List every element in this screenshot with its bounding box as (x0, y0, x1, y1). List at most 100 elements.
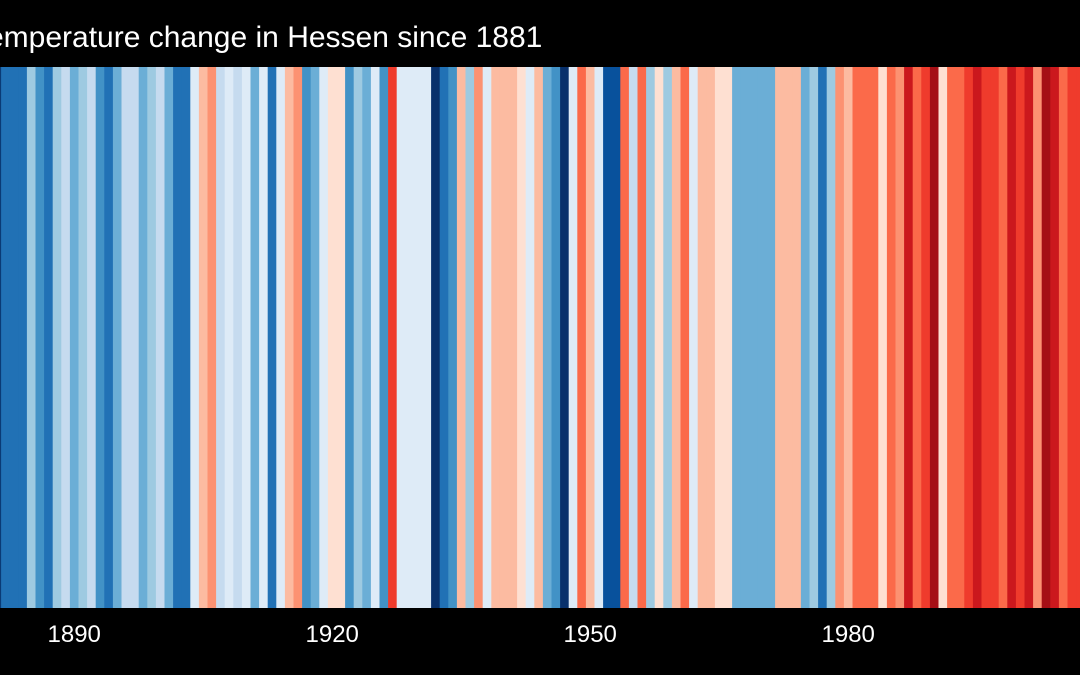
stripe-1888 (52, 67, 62, 608)
stripe-1906 (207, 67, 217, 608)
stripe-1914 (276, 67, 286, 608)
stripe-2000 (1015, 67, 1026, 608)
stripe-1955 (628, 67, 639, 608)
stripe-1926 (379, 67, 389, 608)
stripe-1923 (353, 67, 363, 608)
stripe-1988 (912, 67, 922, 608)
stripe-1916 (293, 67, 303, 608)
stripe-1934 (448, 67, 458, 608)
stripe-1939 (491, 67, 501, 608)
stripe-1993 (955, 67, 965, 608)
stripe-1944 (534, 67, 544, 608)
stripe-1957 (646, 67, 656, 608)
stripe-1976 (809, 67, 819, 608)
stripe-1978 (826, 67, 836, 608)
stripe-1956 (637, 67, 647, 608)
stripe-1963 (697, 67, 707, 608)
stripe-1935 (456, 67, 467, 608)
stripe-1977 (818, 67, 828, 608)
stripe-1928 (396, 67, 406, 608)
stripe-1948 (568, 67, 578, 608)
stripe-1953 (611, 67, 621, 608)
stripe-1896 (121, 67, 131, 608)
stripe-1898 (138, 67, 148, 608)
stripe-1892 (87, 67, 97, 608)
chart-title: Temperature change in Hessen since 1881 (0, 21, 543, 54)
stripe-1961 (680, 67, 690, 608)
stripe-1949 (577, 67, 587, 608)
stripe-1999 (1007, 67, 1017, 608)
stripe-1980 (843, 67, 854, 608)
stripe-1960 (671, 67, 682, 608)
stripe-1918 (310, 67, 320, 608)
stripe-1932 (431, 67, 441, 608)
stripe-1929 (405, 67, 415, 608)
stripe-1927 (388, 67, 398, 608)
stripe-1893 (95, 67, 105, 608)
stripe-1897 (130, 67, 140, 608)
stripe-1997 (990, 67, 1000, 608)
stripe-1991 (938, 67, 948, 608)
stripe-1895 (112, 67, 123, 608)
stripe-1921 (336, 67, 346, 608)
stripe-1891 (78, 67, 88, 608)
x-tick-label: 1980 (821, 621, 875, 648)
stripe-1884 (18, 67, 28, 608)
stripe-1943 (525, 67, 535, 608)
stripe-1887 (44, 67, 54, 608)
stripe-2005 (1058, 67, 1069, 608)
stripe-2007 (1076, 67, 1080, 608)
stripe-1925 (370, 67, 381, 608)
stripe-1905 (198, 67, 209, 608)
stripe-1986 (895, 67, 905, 608)
stripe-1885 (26, 67, 37, 608)
stripe-1917 (302, 67, 312, 608)
stripe-2003 (1041, 67, 1051, 608)
stripe-1881 (0, 67, 2, 608)
stripe-1964 (706, 67, 716, 608)
x-axis: 18901920195019802010 (0, 608, 1080, 675)
stripe-1912 (259, 67, 269, 608)
stripe-1933 (439, 67, 449, 608)
x-tick-label: 1890 (47, 621, 101, 648)
stripe-1889 (61, 67, 71, 608)
stripe-2004 (1050, 67, 1060, 608)
stripe-1959 (663, 67, 673, 608)
stripe-1989 (921, 67, 931, 608)
stripe-1966 (723, 67, 733, 608)
stripe-1983 (869, 67, 879, 608)
stripe-1969 (749, 67, 759, 608)
stripe-1947 (560, 67, 570, 608)
stripe-1894 (104, 67, 114, 608)
stripe-1909 (233, 67, 243, 608)
stripe-1886 (35, 67, 45, 608)
stripe-1951 (594, 67, 604, 608)
stripe-1992 (947, 67, 957, 608)
stripe-1985 (886, 67, 897, 608)
stripe-1950 (585, 67, 596, 608)
stripe-1882 (1, 67, 11, 608)
stripe-1910 (241, 67, 252, 608)
stripe-1899 (147, 67, 157, 608)
stripe-1920 (327, 67, 338, 608)
stripe-1945 (542, 67, 553, 608)
stripe-1901 (164, 67, 174, 608)
x-tick-label: 1950 (563, 621, 617, 648)
stripe-1982 (861, 67, 871, 608)
stripe-1913 (267, 67, 277, 608)
stripe-1942 (517, 67, 527, 608)
stripe-1911 (250, 67, 260, 608)
stripe-1968 (740, 67, 750, 608)
stripe-1908 (224, 67, 234, 608)
stripe-1958 (654, 67, 664, 608)
stripe-1940 (499, 67, 510, 608)
stripe-1995 (972, 67, 983, 608)
stripe-1924 (362, 67, 372, 608)
warming-stripes-plot (0, 67, 1080, 608)
stripe-1931 (422, 67, 432, 608)
stripe-1998 (998, 67, 1008, 608)
stripe-1972 (775, 67, 785, 608)
stripe-1938 (482, 67, 492, 608)
stripe-1973 (783, 67, 793, 608)
stripe-1883 (9, 67, 19, 608)
